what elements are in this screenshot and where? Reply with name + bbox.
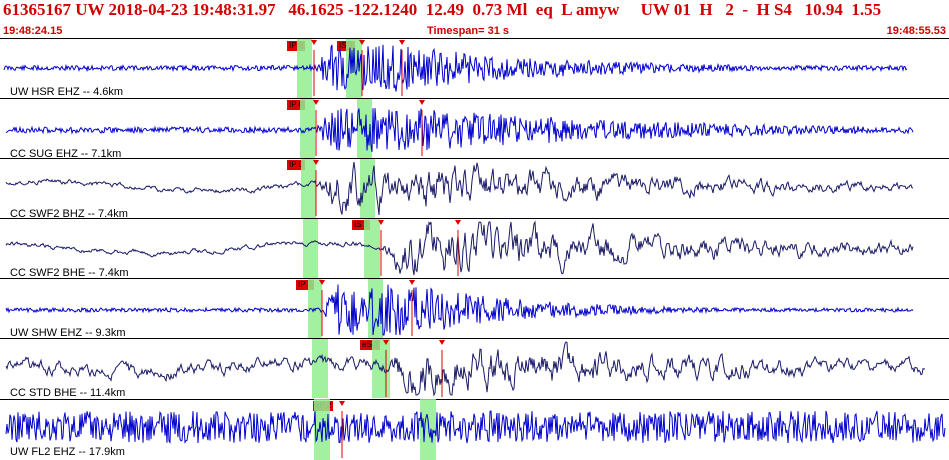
start-time-label: 19:48:24.15 [3,25,63,37]
trace-label: CC SUG EHZ -- 7.1km [10,148,122,160]
pick-triangle-marker [313,100,319,105]
pick-window [303,219,318,278]
trace-label: CC SWF2 BHZ -- 7.4km [10,208,128,220]
trace-panel-sug[interactable]: IP 0 CC SUG EHZ -- 7.1km [0,98,949,160]
pick-triangle-marker [339,401,345,406]
pick-triangle-marker [319,280,325,285]
trace-label: UW SHW EHZ -- 9.3km [10,327,126,339]
trace-label: CC SWF2 BHE -- 7.4km [10,267,129,279]
timespan-label: Timespan= 31 s [427,25,510,37]
pick-triangle-marker [378,220,384,225]
pick-window [308,279,322,338]
event-header: 61365167 UW 2018-04-23 19:48:31.97 46.16… [0,0,949,38]
waveform-trace [3,44,908,92]
waveform-trace [5,341,925,397]
waveform-trace [5,410,946,444]
pick-marker[interactable]: IP 0 [287,160,306,170]
waveform-trace [5,108,914,152]
pick-triangle-marker [439,340,445,345]
trace-label: UW FL2 EHZ -- 17.9km [10,446,125,458]
pick-triangle-marker [311,40,317,45]
trace-panel-std[interactable]: eS 3 CC STD BHE -- 11.4km [0,338,949,399]
trace-label: UW HSR EHZ -- 4.6km [10,86,124,98]
pick-window [360,159,375,218]
end-time-label: 19:48:55.53 [886,25,946,37]
waveform-trace [5,284,914,336]
pick-window [301,159,316,218]
pick-window [314,399,330,460]
waveform-trace [5,220,914,276]
waveform-trace [5,161,914,216]
pick-window [312,339,328,398]
seismogram-panel[interactable]: IP 0 IS 1 UW HSR EHZ -- 4.6km IP 0 CC SU… [0,38,949,460]
trace-panel-swf2-bhz[interactable]: IP 0 CC SWF2 BHZ -- 7.4km [0,158,949,220]
pick-triangle-marker [313,160,319,165]
pick-triangle-marker [455,220,461,225]
pick-triangle-marker [359,40,365,45]
pick-triangle-marker [399,40,405,45]
pick-triangle-marker [383,340,389,345]
trace-panel-shw[interactable]: IP 1 UW SHW EHZ -- 9.3km [0,278,949,339]
trace-label: CC STD BHE -- 11.4km [10,387,126,399]
waveform-canvas [3,39,946,460]
trace-panel-swf2-bhe[interactable]: IS 1 CC SWF2 BHE -- 7.4km [0,218,949,279]
pick-triangle-marker [409,280,415,285]
event-summary-title: 61365167 UW 2018-04-23 19:48:31.97 46.16… [3,0,882,19]
pick-window [420,399,436,460]
pick-triangle-marker [419,100,425,105]
pick-window [364,219,380,278]
